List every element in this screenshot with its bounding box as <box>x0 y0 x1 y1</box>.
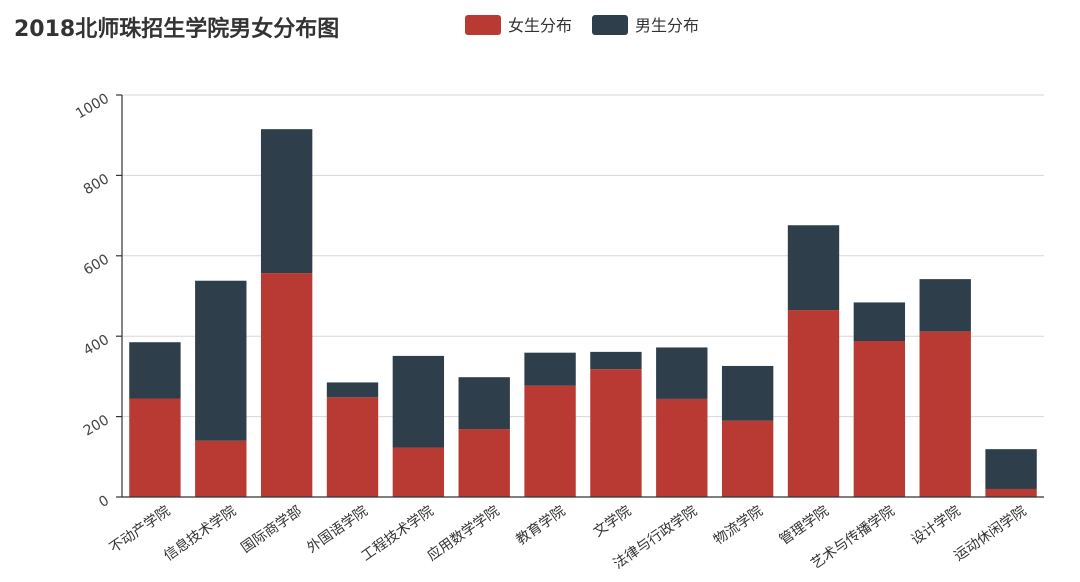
legend-swatch-female <box>465 15 501 35</box>
bar-male[interactable] <box>919 279 971 332</box>
y-tick-label: 400 <box>81 332 112 359</box>
legend-item-female[interactable]: 女生分布 <box>465 15 572 35</box>
bar-female[interactable] <box>326 397 379 497</box>
bar-female[interactable] <box>129 398 181 497</box>
x-tick-label: 管理学院 <box>777 503 832 548</box>
legend-item-male[interactable]: 男生分布 <box>592 15 699 35</box>
bar-male[interactable] <box>458 377 510 430</box>
y-axis-ticks: 0 200 400 600 800 1000 <box>73 91 122 511</box>
bar-female[interactable] <box>590 369 642 497</box>
bar-male[interactable] <box>721 365 774 421</box>
y-tick-label: 600 <box>81 251 112 278</box>
x-tick-label: 不动产学院 <box>107 503 174 556</box>
x-tick-label: 外国语学院 <box>304 503 371 556</box>
chart-title: 2018北师珠招生学院男女分布图 <box>14 16 339 42</box>
legend-label-female: 女生分布 <box>508 16 572 35</box>
y-tick-label: 1000 <box>73 91 112 123</box>
x-tick-label: 文学院 <box>591 503 635 540</box>
x-tick-label: 物流学院 <box>711 503 766 548</box>
bar-male[interactable] <box>590 351 642 370</box>
bar-male[interactable] <box>656 347 708 399</box>
legend-label-male: 男生分布 <box>635 16 699 35</box>
bar-male[interactable] <box>524 352 576 386</box>
watermark: 大数跨境 <box>13 552 114 574</box>
y-tick-label: 800 <box>81 171 112 198</box>
bar-female[interactable] <box>985 488 1037 497</box>
bar-male[interactable] <box>260 129 313 274</box>
legend-swatch-male <box>592 15 628 35</box>
bar-male[interactable] <box>787 225 840 311</box>
bar-male[interactable] <box>326 382 379 398</box>
y-tick-label: 0 <box>96 493 112 511</box>
bar-male[interactable] <box>853 302 906 342</box>
bar-female[interactable] <box>853 341 906 497</box>
x-tick-label: 设计学院 <box>908 503 963 548</box>
x-tick-label: 运动休闲学院 <box>951 503 1029 564</box>
bar-female[interactable] <box>787 310 840 497</box>
bar-female[interactable] <box>392 447 445 497</box>
x-tick-label: 工程技术学院 <box>359 503 437 564</box>
legend[interactable]: 女生分布 男生分布 <box>465 15 699 35</box>
bar-male[interactable] <box>129 342 181 399</box>
grid-lines <box>122 94 1044 418</box>
x-tick-label: 国际商学部 <box>238 503 305 556</box>
bar-female[interactable] <box>458 429 510 497</box>
bar-female[interactable] <box>656 398 708 497</box>
bar-male[interactable] <box>392 355 445 448</box>
y-tick-label: 200 <box>81 412 112 439</box>
bar-female[interactable] <box>919 331 971 497</box>
bar-female[interactable] <box>524 385 576 497</box>
watermark-text: 大数跨境 <box>42 553 114 574</box>
x-tick-label: 信息技术学院 <box>161 502 240 564</box>
bar-female[interactable] <box>195 440 247 497</box>
x-tick-label: 教育学院 <box>513 503 568 548</box>
bar-female[interactable] <box>260 273 313 497</box>
bar-male[interactable] <box>195 280 247 441</box>
bar-female[interactable] <box>721 420 774 497</box>
bars <box>129 129 1037 497</box>
watermark-logo-icon <box>13 552 35 574</box>
bar-male[interactable] <box>985 449 1037 489</box>
x-tick-label: 应用数学学院 <box>424 502 503 564</box>
